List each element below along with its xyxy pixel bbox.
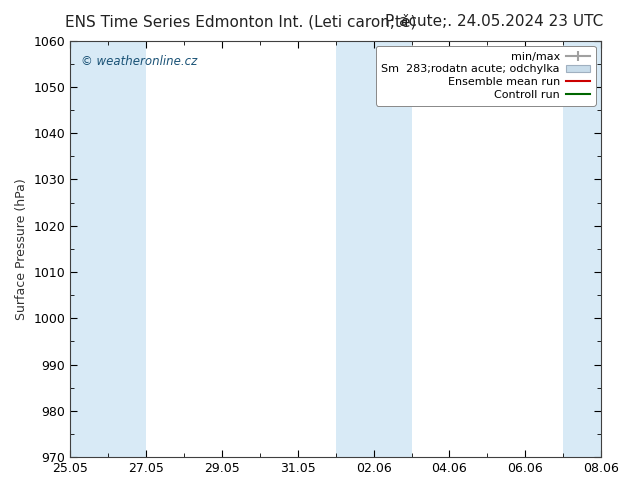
Y-axis label: Surface Pressure (hPa): Surface Pressure (hPa)	[15, 178, 28, 320]
Text: P acute;. 24.05.2024 23 UTC: P acute;. 24.05.2024 23 UTC	[385, 14, 604, 29]
Text: © weatheronline.cz: © weatheronline.cz	[81, 55, 197, 68]
Legend: min/max, Sm  283;rodatn acute; odchylka, Ensemble mean run, Controll run: min/max, Sm 283;rodatn acute; odchylka, …	[376, 46, 595, 105]
Bar	[70, 41, 146, 457]
Bar	[563, 41, 601, 457]
Text: ENS Time Series Edmonton Int. (Leti caron;tě): ENS Time Series Edmonton Int. (Leti caro…	[65, 14, 417, 29]
Bar	[335, 41, 411, 457]
